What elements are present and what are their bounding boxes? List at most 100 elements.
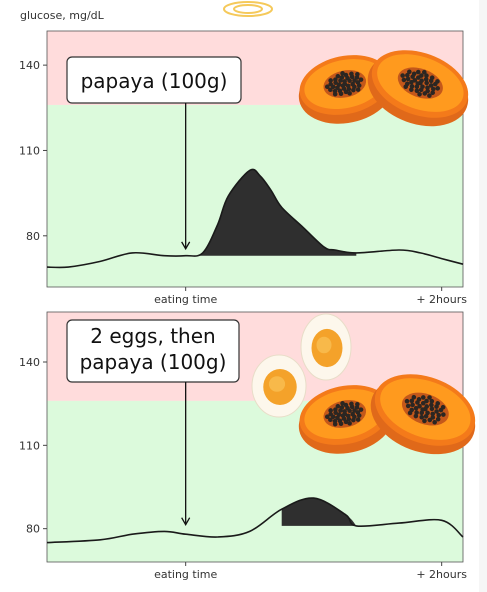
papaya-seed [436, 412, 442, 418]
papaya-seed [347, 421, 352, 426]
papaya-seed [335, 403, 341, 409]
glucose-line [46, 168, 464, 269]
egg-yolk-highlight [316, 336, 332, 354]
papaya-seed [356, 83, 362, 88]
logo-ring-inner [233, 4, 263, 14]
papaya-seed [423, 413, 429, 419]
y-tick-label: 140 [19, 59, 40, 72]
egg-yolk-highlight [268, 376, 286, 392]
papaya-seed [427, 395, 432, 400]
papaya-seed [435, 86, 440, 91]
papaya-seed [432, 419, 437, 425]
papaya-seed [328, 78, 333, 83]
logo-ring-outer [223, 1, 273, 17]
papaya-seed [351, 87, 356, 93]
papaya-half-right [370, 374, 476, 455]
papaya-seed [419, 73, 424, 78]
papaya-seed [346, 86, 352, 92]
papaya-seed [430, 86, 436, 92]
papaya-seed [429, 398, 435, 404]
papaya-seed [424, 398, 429, 404]
papaya-seed [358, 77, 364, 82]
papaya-seed [430, 415, 436, 420]
papaya-seed [419, 78, 424, 83]
papaya-seed [419, 410, 425, 416]
papaya-seed [324, 84, 330, 90]
papaya-seed [413, 413, 419, 419]
papaya-seed [356, 413, 362, 418]
papaya-seed [349, 71, 354, 77]
papaya-seed [355, 71, 360, 77]
papaya-seed [407, 410, 413, 416]
papaya-seeds [400, 69, 440, 98]
papaya-seed [328, 81, 334, 87]
papaya-half-left [298, 385, 394, 454]
papaya-seed [338, 91, 344, 97]
papaya-seed [349, 401, 354, 407]
chart-panel-2: 80 110 140 eating time + 2hours 2 eggs, thenp… [19, 311, 476, 581]
papaya-seed [405, 76, 411, 82]
papaya-seed [339, 405, 345, 410]
papaya-seed [411, 71, 417, 77]
papaya-seed [427, 93, 432, 98]
papaya-seed [423, 77, 429, 82]
papaya-seed [358, 407, 364, 412]
papaya-seed [343, 89, 349, 95]
annotation-text: papaya (100g) [80, 350, 227, 374]
papaya-seed [429, 402, 434, 408]
papaya-seed [328, 87, 333, 93]
papaya-half-right [367, 50, 469, 127]
papaya-seed [441, 412, 446, 417]
y-tick-label: 110 [19, 144, 40, 157]
papaya-seed [400, 73, 405, 78]
y-axis-label: glucose, mg/dL [20, 9, 105, 22]
papaya-seed [355, 87, 361, 92]
papaya-seed [413, 405, 419, 411]
papaya-seed [338, 421, 344, 427]
arrow-head-icon [181, 241, 191, 251]
papaya-seed [420, 400, 426, 406]
papaya-seed [425, 85, 430, 90]
papaya-seed [328, 411, 334, 417]
annotation-box [66, 56, 242, 104]
x-tick-label: + 2hours [416, 568, 467, 581]
papaya-seed [340, 401, 345, 406]
papaya-seed [340, 71, 345, 76]
papaya-seed [435, 416, 441, 422]
x-tick-label: + 2hours [416, 293, 467, 306]
papaya-seed [434, 409, 439, 414]
papaya-seed [328, 417, 333, 423]
papaya-seed [430, 411, 436, 417]
papaya-seed [405, 403, 411, 409]
papaya-seed [435, 401, 441, 406]
arrow-head-icon [181, 517, 191, 526]
papaya-seed [343, 72, 349, 78]
papaya-seed [416, 397, 422, 402]
papaya-seed [352, 408, 357, 413]
papaya-seed [429, 406, 435, 412]
papaya-seed [424, 73, 429, 78]
papaya-seed [403, 84, 409, 89]
papaya-seed [347, 91, 352, 96]
y-tick-label: 110 [19, 439, 40, 452]
boiled-egg-half-left [251, 354, 307, 418]
papaya-seed [418, 87, 424, 93]
papaya-seed [435, 79, 440, 84]
scrollbar-track[interactable] [479, 0, 487, 592]
papaya-seed [339, 75, 345, 80]
papaya-seed [405, 72, 410, 78]
papaya-seed [352, 78, 357, 83]
papaya-seed [335, 85, 340, 91]
plot-frame [46, 30, 464, 288]
papaya-seed [355, 401, 360, 407]
papaya-seed [424, 80, 429, 86]
x-tick-label: eating time [154, 293, 217, 306]
papaya-seed [429, 75, 435, 80]
papaya-seed [422, 91, 428, 96]
papaya-seed [401, 77, 407, 83]
papaya-seed [409, 398, 415, 404]
papaya-seeds [324, 401, 364, 427]
boiled-egg-half-right [300, 313, 352, 381]
papaya-seed [428, 83, 434, 88]
